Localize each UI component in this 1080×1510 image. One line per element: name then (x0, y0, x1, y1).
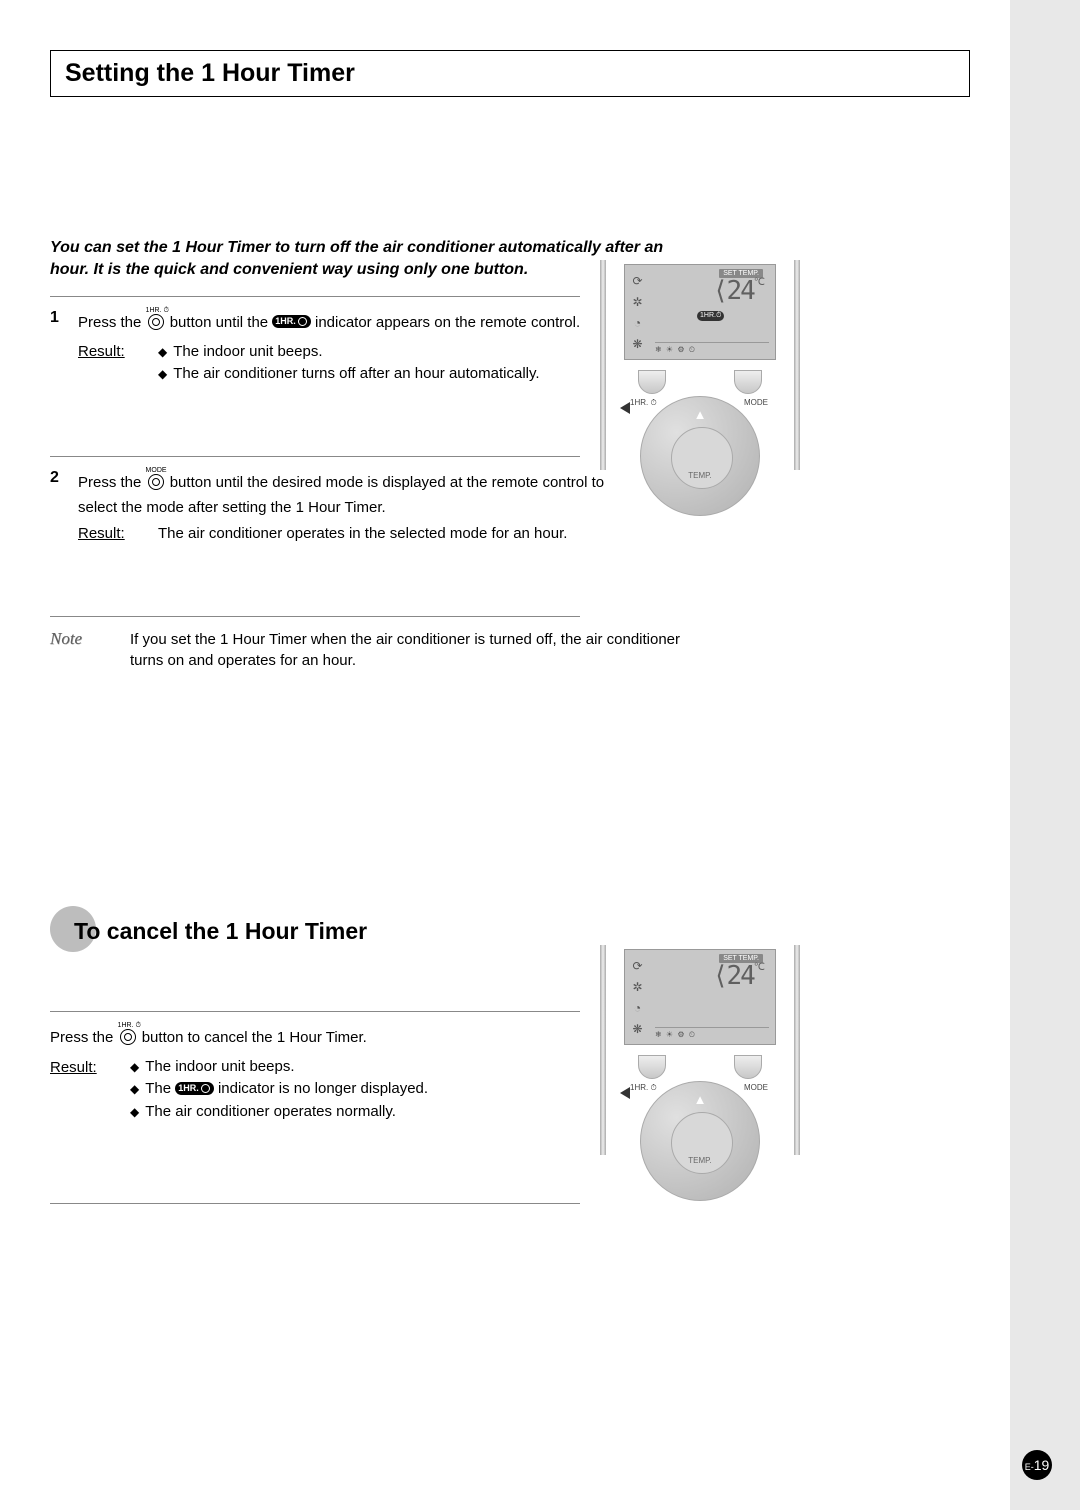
temp-display: ⟨24℃ (653, 278, 769, 304)
1hr-caption: 1HR. ⏱ (630, 398, 657, 408)
mode-icons: ⟳ ✲ ◔ ❋ (631, 275, 644, 351)
divider (50, 456, 580, 457)
mode-icons: ⟳ ✲ ◔ ❋ (631, 960, 644, 1036)
divider (50, 1011, 580, 1012)
cool-icon: ✲ (631, 296, 644, 309)
note-row: Note If you set the 1 Hour Timer when th… (50, 629, 690, 671)
temp-caption: TEMP. (688, 1156, 711, 1165)
text: indicator appears on the remote control. (315, 314, 580, 331)
pointer-arrow-icon (620, 1087, 630, 1099)
remote-buttons: 1HR. ⏱ MODE ▲ TEMP. (624, 1053, 776, 1155)
result-row: Result: The air conditioner operates in … (78, 523, 610, 546)
step-body: Press the 1HR. ⏱ button until the 1HR. i… (78, 309, 610, 386)
hr-indicator-on: 1HR.⏱ (697, 311, 724, 321)
divider (50, 1203, 580, 1204)
mode-button (734, 1055, 762, 1079)
step-number: 1 (50, 309, 66, 386)
step-1: 1 Press the 1HR. ⏱ button until the 1HR.… (50, 309, 610, 386)
temp-caption: TEMP. (688, 471, 711, 480)
remote-buttons: 1HR. ⏱ MODE ▲ TEMP. (624, 368, 776, 470)
cancel-body: Press the 1HR. ⏱ button to cancel the 1 … (50, 1024, 610, 1124)
result-label: Result: (78, 341, 138, 386)
text: Press the (50, 1029, 113, 1046)
result-row: Result: ◆The indoor unit beeps. ◆The 1HR… (50, 1056, 610, 1124)
auto-icon: ⟳ (631, 275, 644, 288)
result-label: Result: (78, 523, 138, 546)
mode-caption: MODE (744, 1083, 768, 1092)
timer-button-icon: 1HR. ⏱ (118, 1022, 138, 1050)
remote-screen: ⟳ ✲ ◔ ❋ SET TEMP. ⟨24℃ ❄ ☀ ⚙ ⏲ (624, 949, 776, 1045)
note-text: If you set the 1 Hour Timer when the air… (130, 629, 690, 671)
manual-page: Setting the 1 Hour Timer You can set the… (0, 0, 1010, 1510)
fan-icon: ❋ (631, 338, 644, 351)
auto-icon: ⟳ (631, 960, 644, 973)
result-row: Result: ◆The indoor unit beeps. ◆The air… (78, 341, 610, 386)
text: button to cancel the 1 Hour Timer. (142, 1029, 367, 1046)
mode-caption: MODE (744, 398, 768, 407)
hr-indicator-icon: 1HR. (272, 315, 311, 328)
bottom-icon-row: ❄ ☀ ⚙ ⏲ (655, 342, 769, 356)
text: Press the (78, 474, 141, 491)
step-number: 2 (50, 469, 66, 546)
text: button until the (170, 314, 273, 331)
mode-button (734, 370, 762, 394)
cool-icon: ✲ (631, 981, 644, 994)
step-2: 2 Press the MODE button until the desire… (50, 469, 610, 546)
result-text: ◆The indoor unit beeps. ◆The 1HR. indica… (130, 1056, 610, 1124)
dry-icon: ◔ (631, 317, 644, 330)
1hr-button (638, 370, 666, 394)
result-text: ◆The indoor unit beeps. ◆The air conditi… (158, 341, 610, 386)
dry-icon: ◔ (631, 1002, 644, 1015)
bottom-icon-row: ❄ ☀ ⚙ ⏲ (655, 1027, 769, 1041)
cancel-heading: To cancel the 1 Hour Timer (50, 911, 970, 951)
hr-indicator-icon: 1HR. (175, 1082, 214, 1095)
result-label: Result: (50, 1056, 110, 1124)
fan-icon: ❋ (631, 1023, 644, 1036)
remote-screen: ⟳ ✲ ◔ ❋ SET TEMP. ⟨24℃ 1HR.⏱ ❄ ☀ ⚙ ⏲ (624, 264, 776, 360)
divider (50, 616, 580, 617)
mode-button-icon: MODE (146, 467, 166, 495)
title-box: Setting the 1 Hour Timer (50, 50, 970, 97)
nav-circle: ▲ (640, 1081, 760, 1201)
remote-illustration-2: ⟳ ✲ ◔ ❋ SET TEMP. ⟨24℃ ❄ ☀ ⚙ ⏲ 1HR. ⏱ MO… (590, 945, 810, 1155)
nav-circle: ▲ (640, 396, 760, 516)
1hr-button (638, 1055, 666, 1079)
1hr-caption: 1HR. ⏱ (630, 1083, 657, 1093)
step-body: Press the MODE button until the desired … (78, 469, 610, 546)
temp-display: ⟨24℃ (653, 963, 769, 989)
divider (50, 296, 580, 297)
cancel-section: To cancel the 1 Hour Timer Press the 1HR… (50, 911, 970, 1205)
text: Press the (78, 314, 141, 331)
page-number: E-19 (1022, 1450, 1052, 1480)
page-title: Setting the 1 Hour Timer (65, 59, 955, 88)
timer-button-icon: 1HR. ⏱ (146, 307, 166, 335)
cancel-title: To cancel the 1 Hour Timer (50, 911, 970, 951)
pointer-arrow-icon (620, 402, 630, 414)
note-label: Note (50, 629, 100, 671)
remote-illustration-1: ⟳ ✲ ◔ ❋ SET TEMP. ⟨24℃ 1HR.⏱ ❄ ☀ ⚙ ⏲ 1HR… (590, 260, 810, 470)
result-text: The air conditioner operates in the sele… (158, 523, 610, 546)
